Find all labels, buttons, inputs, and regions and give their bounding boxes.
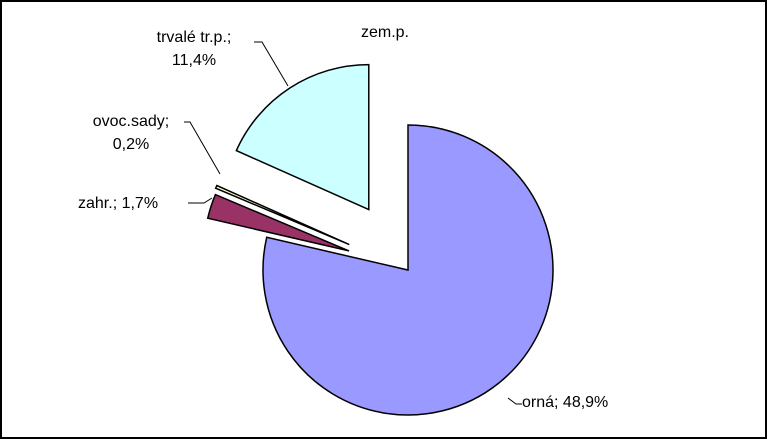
pie-slice	[235, 63, 370, 211]
data-label: ovoc.sady; 0,2%	[92, 113, 170, 153]
leader-line	[184, 121, 221, 175]
leader-line	[507, 397, 522, 405]
data-label: trvalé tr.p.; 11,4%	[156, 29, 232, 69]
chart-title: zem.p.	[360, 24, 409, 41]
pie-slice	[206, 193, 350, 252]
pie-slice	[262, 124, 554, 416]
slices	[206, 63, 554, 416]
data-label: orná; 48,9%	[522, 394, 609, 411]
leader-line	[188, 197, 213, 204]
leaders	[184, 41, 522, 405]
pie-slice	[214, 184, 350, 246]
data-label: zahr.; 1,7%	[78, 195, 159, 212]
leader-line	[254, 41, 289, 87]
